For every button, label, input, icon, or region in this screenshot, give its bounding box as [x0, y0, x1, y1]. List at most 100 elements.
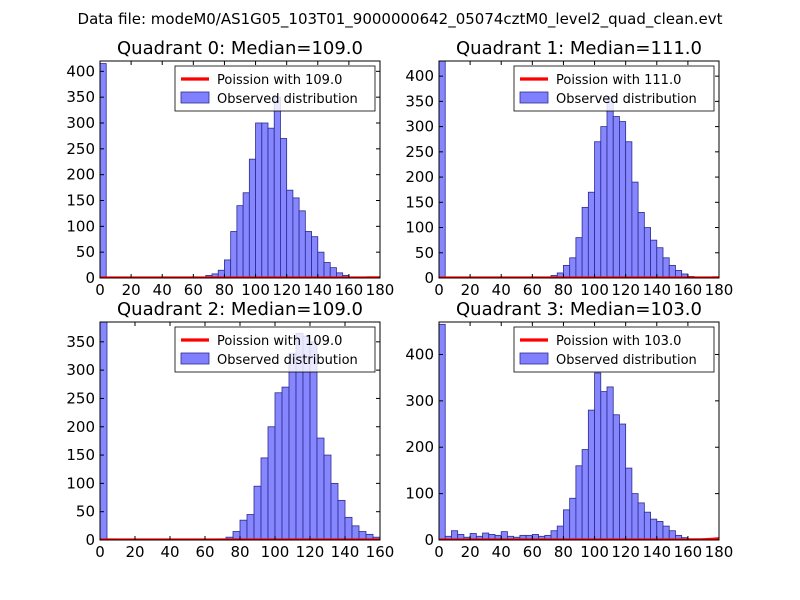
- y-tick-label: 400: [405, 67, 434, 85]
- x-tick-label: 0: [95, 281, 105, 299]
- legend-bar-label: Observed distribution: [556, 92, 697, 107]
- x-tick-label: 60: [523, 281, 542, 299]
- histogram-bar: [298, 210, 306, 278]
- histogram-bar: [330, 482, 339, 540]
- y-tick-label: 300: [405, 392, 434, 410]
- histogram-bar: [631, 493, 639, 540]
- x-tick-label: 100: [580, 543, 609, 561]
- x-tick-label: 160: [366, 543, 395, 561]
- legend-bar-swatch: [180, 91, 210, 104]
- histogram-bar: [619, 121, 627, 278]
- y-tick-label: 200: [405, 168, 434, 186]
- histogram-bar: [637, 211, 645, 278]
- histogram-bar: [317, 251, 325, 278]
- histogram-bar: [625, 141, 633, 278]
- x-tick-label: 100: [241, 281, 270, 299]
- histogram-bar: [650, 518, 658, 540]
- histogram-bar: [637, 502, 645, 540]
- histogram-bar: [261, 122, 269, 278]
- histogram-bar: [351, 525, 360, 540]
- y-tick-label: 100: [405, 485, 434, 503]
- x-tick-label: 180: [366, 281, 395, 299]
- histogram-bar: [288, 352, 297, 540]
- histogram-bar: [606, 95, 614, 278]
- histogram-bar: [239, 519, 248, 540]
- histogram-bar: [292, 197, 300, 278]
- legend-bar-label: Observed distribution: [217, 353, 358, 368]
- x-tick-label: 20: [461, 543, 480, 561]
- x-tick-label: 40: [492, 543, 511, 561]
- y-tick-label: 200: [66, 418, 95, 436]
- y-tick-label: 350: [66, 333, 95, 351]
- histogram-bar: [274, 392, 283, 540]
- figure-title: Data file: modeM0/AS1G05_103T01_90000006…: [78, 10, 723, 29]
- x-tick-label: 80: [230, 543, 249, 561]
- histogram-bar: [344, 516, 353, 540]
- histogram-bar: [439, 61, 446, 278]
- histogram-bar: [286, 189, 294, 278]
- histogram-bar: [662, 525, 670, 540]
- legend: Poission with 103.0 Observed distribution: [513, 326, 715, 373]
- panel-title: Quadrant 2: Median=109.0: [117, 299, 363, 320]
- legend-box: [513, 326, 715, 373]
- histogram-bar: [242, 192, 250, 278]
- histogram-bar: [631, 181, 639, 278]
- y-tick-label: 50: [76, 503, 95, 521]
- histogram-bar: [236, 205, 244, 278]
- x-tick-label: 120: [611, 543, 640, 561]
- y-tick-label: 150: [66, 446, 95, 464]
- histogram-bars: [439, 323, 695, 540]
- histogram-bar: [323, 454, 332, 540]
- histogram-bar: [612, 116, 620, 278]
- histogram-bar: [281, 386, 290, 540]
- histogram-bar: [594, 372, 602, 540]
- histogram-bar: [273, 96, 281, 278]
- histogram-bar: [556, 525, 564, 540]
- x-tick-label: 120: [296, 543, 325, 561]
- legend-bar-label: Observed distribution: [556, 353, 697, 368]
- histogram-bar: [337, 499, 346, 540]
- histogram-bar: [569, 257, 577, 278]
- x-tick-label: 180: [705, 543, 734, 561]
- histogram-bar: [662, 257, 670, 278]
- x-tick-label: 140: [642, 543, 671, 561]
- panel-title: Quadrant 0: Median=109.0: [117, 38, 363, 59]
- x-tick-label: 160: [674, 543, 703, 561]
- legend-box: [174, 65, 376, 112]
- legend-bar-label: Observed distribution: [217, 92, 358, 107]
- legend-curve-label: Poission with 103.0: [556, 334, 681, 349]
- histogram-bar: [253, 485, 262, 540]
- histogram-bar: [650, 239, 658, 278]
- histogram-bar: [439, 323, 446, 540]
- y-tick-label: 0: [85, 269, 95, 287]
- y-tick-label: 150: [405, 193, 434, 211]
- y-tick-label: 400: [405, 345, 434, 363]
- x-tick-label: 60: [195, 543, 214, 561]
- y-tick-label: 200: [405, 438, 434, 456]
- axes-frame: [99, 60, 381, 279]
- x-tick-label: 20: [122, 281, 141, 299]
- histogram-bar: [100, 322, 108, 540]
- panel-quadrant-1: Quadrant 1: Median=111.00 20 40 60 80 100 120 1…: [405, 38, 733, 299]
- histogram-bar: [581, 206, 589, 278]
- histogram-bar: [255, 122, 263, 278]
- x-tick-label: 60: [184, 281, 203, 299]
- legend-curve-label: Poission with 109.0: [217, 73, 342, 88]
- legend-box: [513, 65, 715, 112]
- histogram-bar: [224, 259, 232, 278]
- histogram-bar: [569, 497, 577, 540]
- x-tick-label: 160: [335, 281, 364, 299]
- histogram-bar: [594, 141, 602, 278]
- y-tick-label: 300: [66, 361, 95, 379]
- y-tick-label: 100: [66, 217, 95, 235]
- x-tick-label: 100: [261, 543, 290, 561]
- y-tick-label: 150: [66, 192, 95, 210]
- axes-frame: [438, 321, 720, 541]
- x-tick-label: 120: [272, 281, 301, 299]
- x-tick-label: 20: [125, 543, 144, 561]
- y-tick-label: 50: [76, 243, 95, 261]
- histogram-bar: [316, 437, 325, 540]
- legend-bar-swatch: [519, 91, 549, 104]
- y-tick-label: 0: [424, 531, 434, 549]
- y-tick-label: 350: [405, 92, 434, 110]
